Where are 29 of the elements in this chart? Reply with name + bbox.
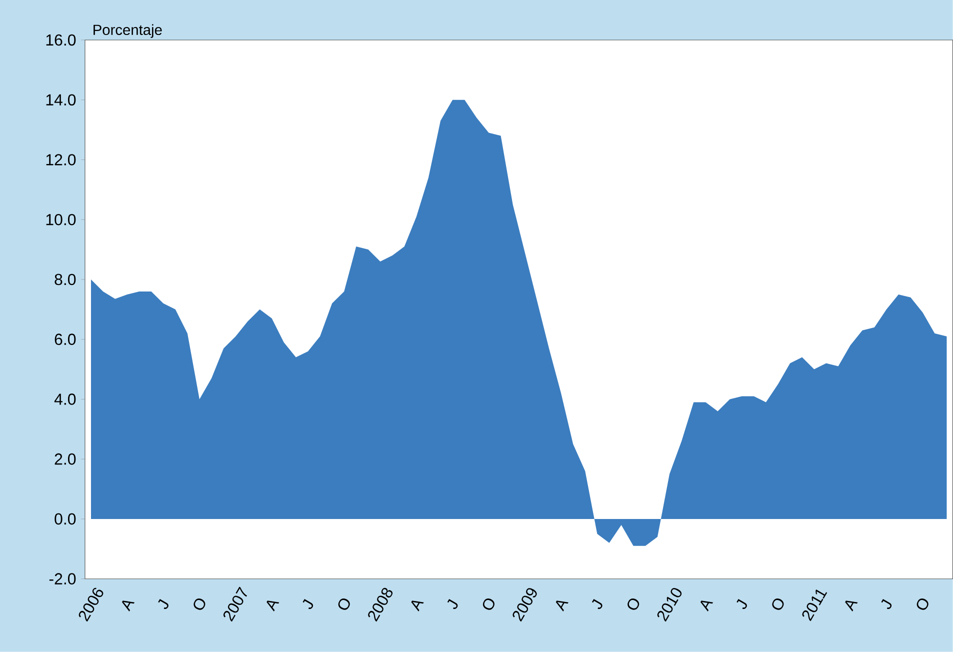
y-tick-label: 8.0 bbox=[54, 274, 76, 286]
y-tick-label: -2.0 bbox=[49, 573, 76, 585]
x-tick-label: J bbox=[881, 599, 892, 610]
y-tick-label: 0.0 bbox=[54, 513, 76, 525]
x-tick-label: J bbox=[302, 599, 314, 610]
x-tick-label: J bbox=[736, 599, 747, 610]
x-tick-label: A bbox=[411, 600, 424, 612]
y-tick-label: 6.0 bbox=[54, 334, 76, 346]
x-tick-label: O bbox=[482, 598, 494, 610]
y-tick-label: 10.0 bbox=[46, 214, 76, 226]
y-tick-label: 2.0 bbox=[54, 454, 76, 465]
x-tick-label: A bbox=[556, 600, 568, 612]
y-tick-label: 16.0 bbox=[46, 34, 76, 46]
x-tick-label: O bbox=[194, 598, 206, 610]
x-tick-label: J bbox=[592, 599, 602, 610]
y-axis-title: Porcentaje bbox=[94, 24, 162, 38]
x-tick-label: O bbox=[628, 598, 640, 610]
x-tick-label: A bbox=[266, 600, 280, 612]
x-tick-label: O bbox=[338, 598, 350, 610]
x-tick-label: A bbox=[845, 600, 858, 612]
x-tick-label: O bbox=[916, 598, 928, 610]
x-tick-label: O bbox=[772, 598, 784, 610]
y-tick-label: 12.0 bbox=[46, 154, 76, 166]
x-tick-label: J bbox=[447, 599, 458, 610]
y-tick-label: 4.0 bbox=[54, 394, 76, 405]
x-tick-label: J bbox=[158, 599, 168, 610]
y-tick-label: 14.0 bbox=[46, 94, 76, 106]
x-tick-label: A bbox=[122, 600, 135, 612]
x-tick-label: A bbox=[700, 600, 714, 612]
